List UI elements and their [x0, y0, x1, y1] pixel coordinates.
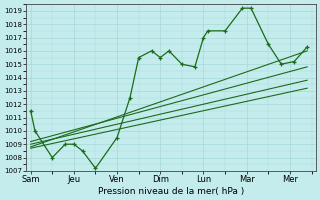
X-axis label: Pression niveau de la mer( hPa ): Pression niveau de la mer( hPa )	[98, 187, 244, 196]
